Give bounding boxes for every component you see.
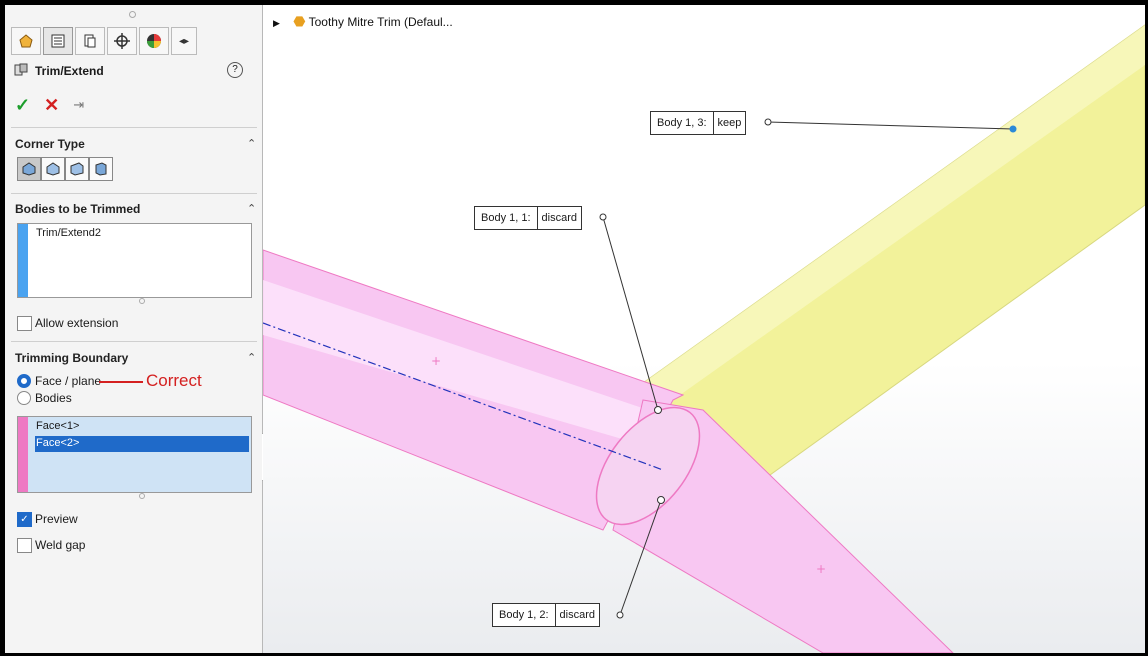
end-butt1-icon[interactable] <box>65 157 89 181</box>
weld-gap-label: Weld gap <box>35 538 86 552</box>
list-item-selected[interactable]: Face<2> <box>36 437 80 449</box>
feature-tree-flyout[interactable]: ▶ ⬣ Toothy Mitre Trim (Defaul... <box>273 13 453 30</box>
pick-point <box>654 406 662 414</box>
expand-arrows-icon[interactable]: ◂▸ <box>171 27 197 55</box>
leader-anchor <box>764 118 772 126</box>
configuration-manager-icon[interactable] <box>75 27 105 55</box>
trim-extend-icon <box>14 63 28 76</box>
feature-header: Trim/Extend ? <box>11 61 257 83</box>
preview-checkbox[interactable]: ✓ <box>17 512 32 527</box>
allow-extension-label: Allow extension <box>35 316 119 330</box>
display-manager-icon[interactable] <box>139 27 169 55</box>
bodies-list[interactable]: Trim/Extend2 <box>17 223 252 298</box>
pink-highlight <box>263 280 663 445</box>
callout-body-3[interactable]: Body 1, 3: keep <box>650 111 747 135</box>
leader-anchor <box>616 611 624 619</box>
expand-arrow-icon[interactable]: ▶ <box>273 18 280 28</box>
close-icon[interactable]: ✕ <box>44 94 60 115</box>
end-trim-icon[interactable] <box>17 157 41 181</box>
corner-type-title: Corner Type <box>15 137 85 151</box>
face-plane-radio[interactable] <box>17 374 31 388</box>
callout-body-2[interactable]: Body 1, 2: discard <box>492 603 601 627</box>
action-buttons: ✓ ✕ ⇥ <box>15 95 84 115</box>
callout-label: Body 1, 1: <box>475 207 538 229</box>
selected-row-highlight <box>35 436 249 452</box>
callout-value[interactable]: discard <box>541 212 578 224</box>
pick-point <box>1009 125 1017 133</box>
bodies-label: Bodies <box>35 391 72 405</box>
pin-icon[interactable]: ⇥ <box>73 97 85 112</box>
selection-color-bar <box>18 224 28 297</box>
part-icon: ⬣ <box>293 13 306 29</box>
help-icon[interactable]: ? <box>227 62 243 78</box>
selection-color-bar <box>18 417 28 492</box>
callout-label: Body 1, 3: <box>651 112 714 134</box>
list-item[interactable]: Trim/Extend2 <box>36 227 102 239</box>
chevron-up-icon[interactable]: ⌃ <box>247 203 257 215</box>
app-window: ◂▸ Trim/Extend ? ✓ ✕ ⇥ Corner Type ⌃ Bod… <box>5 5 1145 653</box>
panel-grip[interactable] <box>129 11 136 18</box>
preview-label: Preview <box>35 512 78 526</box>
divider <box>11 127 257 128</box>
callout-value[interactable]: keep <box>717 117 742 129</box>
callout-value[interactable]: discard <box>559 609 596 621</box>
list-item[interactable]: Face<1> <box>36 420 80 432</box>
end-miter-icon[interactable] <box>41 157 65 181</box>
allow-extension-checkbox[interactable] <box>17 316 32 331</box>
yellow-highlight <box>643 25 1145 400</box>
center-mark: + <box>431 354 441 368</box>
leader-line-discard2 <box>619 499 662 616</box>
leader-line-discard1 <box>602 216 659 411</box>
faces-list[interactable]: Face<1> Face<2> <box>17 416 252 493</box>
bodies-radio[interactable] <box>17 391 31 405</box>
leader-anchor <box>599 213 607 221</box>
cut-face[interactable] <box>576 389 720 543</box>
callout-label: Body 1, 2: <box>493 604 556 626</box>
end-butt2-icon[interactable] <box>89 157 113 181</box>
graphics-viewport[interactable]: + + ▶ ⬣ Toothy Mitre Trim (Defaul... Bod… <box>263 5 1145 653</box>
chevron-up-icon[interactable]: ⌃ <box>247 352 257 364</box>
model-view[interactable]: + + <box>263 5 1145 653</box>
property-manager-panel: ◂▸ Trim/Extend ? ✓ ✕ ⇥ Corner Type ⌃ Bod… <box>5 5 263 653</box>
annotation-text: Correct <box>146 371 202 390</box>
chevron-up-icon[interactable]: ⌃ <box>247 138 257 150</box>
divider <box>11 341 257 342</box>
trimming-boundary-title: Trimming Boundary <box>15 351 129 365</box>
weld-gap-checkbox[interactable] <box>17 538 32 553</box>
divider <box>11 193 257 194</box>
manager-tabs: ◂▸ <box>11 27 257 55</box>
feature-manager-icon[interactable] <box>11 27 41 55</box>
check-icon[interactable]: ✓ <box>15 94 31 115</box>
face-plane-label: Face / plane <box>35 374 102 388</box>
leader-line-keep <box>767 121 1014 130</box>
list-resize-grip[interactable] <box>139 298 145 304</box>
center-mark: + <box>816 562 826 576</box>
annotation-line <box>99 381 143 383</box>
callout-body-1[interactable]: Body 1, 1: discard <box>474 206 583 230</box>
list-resize-grip[interactable] <box>139 493 145 499</box>
part-name[interactable]: Toothy Mitre Trim (Defaul... <box>308 15 453 29</box>
dimxpert-icon[interactable] <box>107 27 137 55</box>
bodies-to-trim-title: Bodies to be Trimmed <box>15 202 141 216</box>
property-manager-icon[interactable] <box>43 27 73 55</box>
pick-point <box>657 496 665 504</box>
centerline <box>263 322 664 471</box>
feature-title: Trim/Extend <box>35 64 104 78</box>
